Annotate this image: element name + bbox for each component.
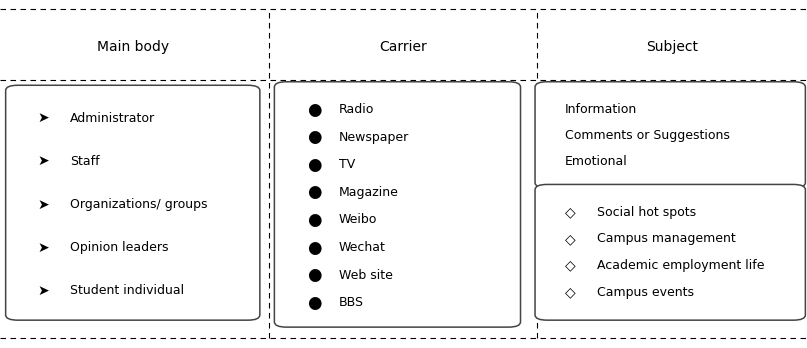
Text: Staff: Staff xyxy=(70,155,100,168)
Text: Social hot spots: Social hot spots xyxy=(597,206,696,219)
Text: ●: ● xyxy=(307,211,321,229)
Text: ➤: ➤ xyxy=(38,284,49,298)
Text: Subject: Subject xyxy=(646,40,698,54)
FancyBboxPatch shape xyxy=(274,82,521,327)
Text: ●: ● xyxy=(307,128,321,146)
Text: ●: ● xyxy=(307,156,321,174)
FancyBboxPatch shape xyxy=(535,184,805,320)
Text: Academic employment life: Academic employment life xyxy=(597,259,765,272)
Text: Administrator: Administrator xyxy=(70,112,155,125)
Text: Web site: Web site xyxy=(339,269,393,282)
Text: ●: ● xyxy=(307,266,321,284)
Text: ◇: ◇ xyxy=(565,232,575,246)
Text: Emotional: Emotional xyxy=(565,155,628,168)
Text: ➤: ➤ xyxy=(38,240,49,254)
Text: ●: ● xyxy=(307,183,321,201)
Text: ◇: ◇ xyxy=(565,259,575,272)
Text: Organizations/ groups: Organizations/ groups xyxy=(70,198,207,211)
Text: Radio: Radio xyxy=(339,103,374,116)
Text: Main body: Main body xyxy=(97,40,169,54)
Text: ➤: ➤ xyxy=(38,155,49,168)
Text: Information: Information xyxy=(565,103,638,116)
Text: Campus management: Campus management xyxy=(597,232,736,245)
Text: ➤: ➤ xyxy=(38,197,49,212)
Text: Carrier: Carrier xyxy=(379,40,428,54)
Text: BBS: BBS xyxy=(339,296,364,309)
Text: Wechat: Wechat xyxy=(339,241,386,254)
Text: Student individual: Student individual xyxy=(70,284,184,297)
FancyBboxPatch shape xyxy=(6,85,260,320)
Text: Opinion leaders: Opinion leaders xyxy=(70,241,169,254)
FancyBboxPatch shape xyxy=(535,82,805,188)
Text: Magazine: Magazine xyxy=(339,186,399,199)
Text: ●: ● xyxy=(307,239,321,256)
Text: Campus events: Campus events xyxy=(597,286,694,299)
Text: ➤: ➤ xyxy=(38,111,49,125)
Text: ●: ● xyxy=(307,101,321,119)
Text: ◇: ◇ xyxy=(565,285,575,299)
Text: Comments or Suggestions: Comments or Suggestions xyxy=(565,129,730,142)
Text: Newspaper: Newspaper xyxy=(339,131,409,144)
Text: ●: ● xyxy=(307,294,321,312)
Text: TV: TV xyxy=(339,158,355,171)
Text: ◇: ◇ xyxy=(565,205,575,219)
Text: Weibo: Weibo xyxy=(339,213,378,227)
